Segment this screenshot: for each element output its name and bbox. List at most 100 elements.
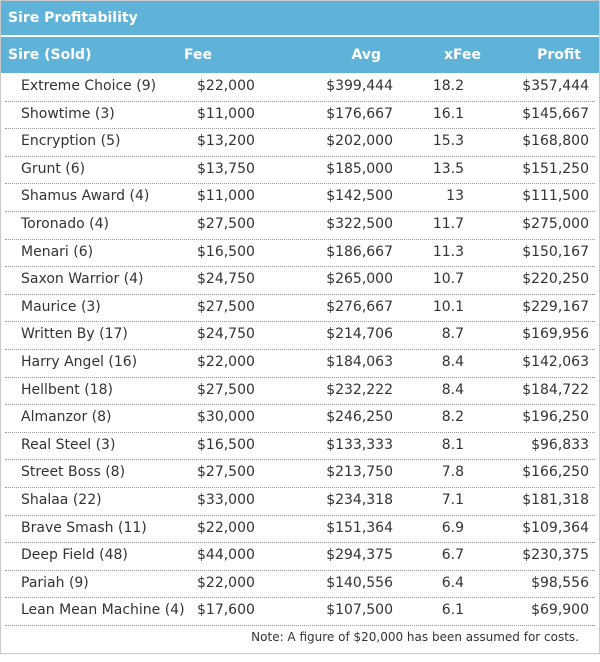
table-cell: $142,500 bbox=[326, 188, 393, 205]
table-row: Showtime (3) $11,000 $176,667 16.1 $145,667 bbox=[5, 101, 595, 130]
table-cell: $16,500 bbox=[197, 436, 255, 453]
table-cell: $196,250 bbox=[522, 409, 589, 426]
table-cell: Written By (17) bbox=[21, 326, 128, 343]
table-cell: $69,900 bbox=[531, 602, 589, 619]
table-cell: 6.4 bbox=[441, 574, 464, 591]
table-cell: $44,000 bbox=[197, 547, 255, 564]
table-cell: $142,063 bbox=[522, 354, 589, 370]
table-cell: $214,706 bbox=[326, 326, 393, 343]
table-cell: Maurice (3) bbox=[21, 298, 101, 315]
table-cell: $27,500 bbox=[197, 298, 255, 315]
table-cell: Street Boss (8) bbox=[21, 464, 126, 481]
table-cell: Brave Smash (11) bbox=[21, 519, 147, 536]
table-cell: $30,000 bbox=[197, 409, 255, 426]
table-cell: Toronado (4) bbox=[21, 216, 109, 232]
header-cell: Fee bbox=[184, 47, 212, 63]
table-cell: $17,600 bbox=[197, 602, 255, 619]
table-row: Brave Smash (11) $22,000 $151,364 6.9 $109,3… bbox=[5, 515, 595, 544]
table-cell: Saxon Warrior (4) bbox=[21, 271, 144, 288]
table-cell: $33,000 bbox=[197, 492, 255, 508]
table-row: Street Boss (8) $27,500 $213,750 7.8 $166,25… bbox=[5, 459, 595, 488]
table-row: Menari (6) $16,500 $186,667 11.3 $150,167 bbox=[5, 239, 595, 268]
table-cell: 10.1 bbox=[432, 298, 464, 315]
table-row: Harry Angel (16) $22,000 $184,063 8.4 $142,0… bbox=[5, 349, 595, 378]
table-cell: 11.3 bbox=[432, 243, 464, 260]
table-row: Toronado (4) $27,500 $322,500 11.7 $275,000 bbox=[5, 211, 595, 240]
table-cell: $145,667 bbox=[522, 105, 589, 122]
table-cell: 7.8 bbox=[441, 464, 464, 481]
table-cell: Shalaa (22) bbox=[21, 492, 102, 508]
table-cell: 8.4 bbox=[441, 354, 464, 370]
table-cell: $22,000 bbox=[197, 78, 255, 94]
table-row: Real Steel (3) $16,500 $133,333 8.1 $96,833 bbox=[5, 432, 595, 461]
table-cell: 16.1 bbox=[432, 105, 464, 122]
table-cell: $322,500 bbox=[326, 216, 393, 232]
table-row: Deep Field (48) $44,000 $294,375 6.7 $230,37… bbox=[5, 542, 595, 571]
table-cell: Hellbent (18) bbox=[21, 381, 113, 398]
header-cell: Avg bbox=[351, 47, 381, 63]
table-row: Almanzor (8) $30,000 $246,250 8.2 $196,250 bbox=[5, 404, 595, 433]
table-cell: 8.7 bbox=[441, 326, 464, 343]
table-row: Shalaa (22) $33,000 $234,318 7.1 $181,318 bbox=[5, 487, 595, 516]
table-cell: $184,722 bbox=[522, 381, 589, 398]
table-cell: 6.7 bbox=[441, 547, 464, 564]
table-cell: $169,956 bbox=[522, 326, 589, 343]
table-cell: $166,250 bbox=[522, 464, 589, 481]
table-cell: $234,318 bbox=[326, 492, 393, 508]
table-cell: Showtime (3) bbox=[21, 105, 115, 122]
table-cell: $11,000 bbox=[197, 105, 255, 122]
table-cell: Grunt (6) bbox=[21, 160, 86, 177]
table-cell: $357,444 bbox=[522, 78, 589, 94]
table-cell: $109,364 bbox=[522, 519, 589, 536]
table-cell: $11,000 bbox=[197, 188, 255, 205]
table-row: Encryption (5) $13,200 $202,000 15.3 $168,80… bbox=[5, 128, 595, 157]
table-cell: Pariah (9) bbox=[21, 574, 89, 591]
table-cell: $213,750 bbox=[326, 464, 393, 481]
table-cell: 15.3 bbox=[432, 133, 464, 150]
table-cell: $22,000 bbox=[197, 519, 255, 536]
table-cell: $107,500 bbox=[326, 602, 393, 619]
table-cell: $276,667 bbox=[326, 298, 393, 315]
table-cell: $181,318 bbox=[522, 492, 589, 508]
table-cell: 10.7 bbox=[432, 271, 464, 288]
table-cell: Shamus Award (4) bbox=[21, 188, 150, 205]
table-row: Shamus Award (4) $11,000 $142,500 13 $111,50… bbox=[5, 183, 595, 212]
table-cell: $229,167 bbox=[522, 298, 589, 315]
table-cell: $275,000 bbox=[522, 216, 589, 232]
table-cell: $399,444 bbox=[326, 78, 393, 94]
table-cell: $230,375 bbox=[522, 547, 589, 564]
header-cell: xFee bbox=[443, 47, 481, 63]
table-cell: Deep Field (48) bbox=[21, 547, 128, 564]
footnote: Note: A figure of $20,000 has been assum… bbox=[251, 630, 579, 644]
table-cell: 11.7 bbox=[432, 216, 464, 232]
panel-title: Sire Profitability bbox=[1, 1, 599, 36]
table-cell: $27,500 bbox=[197, 216, 255, 232]
header-cell: Sire (Sold) bbox=[8, 47, 92, 63]
table-cell: $176,667 bbox=[326, 105, 393, 122]
table-cell: Lean Mean Machine (4) bbox=[21, 602, 185, 619]
table-cell: $13,200 bbox=[197, 133, 255, 150]
table-cell: $140,556 bbox=[326, 574, 393, 591]
table-cell: Menari (6) bbox=[21, 243, 94, 260]
table-cell: $184,063 bbox=[326, 354, 393, 370]
header-row: Sire (Sold) Fee Avg xFee Profit bbox=[1, 37, 599, 73]
table-cell: $186,667 bbox=[326, 243, 393, 260]
table-cell: $294,375 bbox=[326, 547, 393, 564]
table-cell: 8.1 bbox=[441, 436, 464, 453]
table-cell: 6.1 bbox=[441, 602, 464, 619]
table-cell: Real Steel (3) bbox=[21, 436, 116, 453]
table-cell: Harry Angel (16) bbox=[21, 354, 138, 370]
table-cell: $202,000 bbox=[326, 133, 393, 150]
table-cell: 8.2 bbox=[441, 409, 464, 426]
table-row: Written By (17) $24,750 $214,706 8.7 $169,95… bbox=[5, 321, 595, 350]
table-row: Grunt (6) $13,750 $185,000 13.5 $151,250 bbox=[5, 156, 595, 185]
table-cell: $22,000 bbox=[197, 354, 255, 370]
table-row: Saxon Warrior (4) $24,750 $265,000 10.7 $220… bbox=[5, 266, 595, 295]
table-cell: $168,800 bbox=[522, 133, 589, 150]
table-cell: $13,750 bbox=[197, 160, 255, 177]
table-cell: $220,250 bbox=[522, 271, 589, 288]
table-row: Maurice (3) $27,500 $276,667 10.1 $229,167 bbox=[5, 294, 595, 323]
table-cell: 8.4 bbox=[441, 381, 464, 398]
table-cell: 6.9 bbox=[441, 519, 464, 536]
